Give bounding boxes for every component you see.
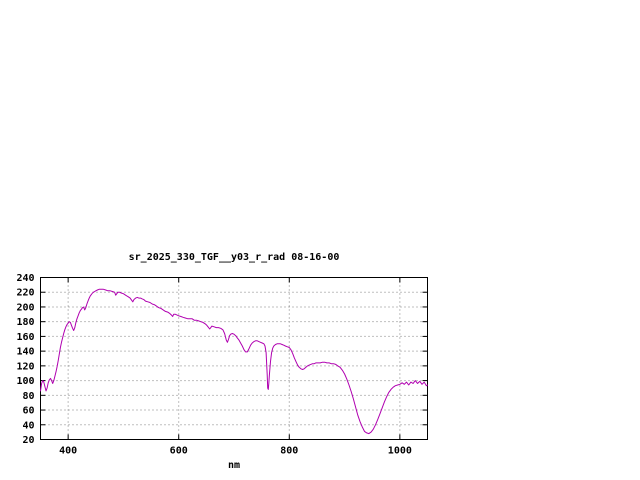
x-tick-label: 600 [170,446,188,457]
plot-border [40,277,428,440]
y-tick-label: 60 [22,406,34,417]
x-tick-label: 800 [280,446,298,457]
y-tick-label: 160 [16,332,34,343]
x-axis-label: nm [227,460,241,471]
y-tick-label: 20 [22,435,34,446]
y-tick-label: 220 [16,288,34,299]
y-tick-label: 100 [16,376,34,387]
x-tick-label: 400 [59,446,77,457]
chart-title: sr_2025_330_TGF__y03_r_rad 08-16-00 [128,252,340,263]
y-tick-label: 200 [16,302,34,313]
y-tick-label: 80 [22,391,34,402]
y-tick-label: 40 [22,420,34,431]
y-tick-label: 180 [16,317,34,328]
data-series-line [40,288,428,435]
x-tick-label: 1000 [388,446,412,457]
y-tick-label: 140 [16,347,34,358]
y-tick-label: 240 [16,273,34,284]
y-tick-label: 120 [16,361,34,372]
